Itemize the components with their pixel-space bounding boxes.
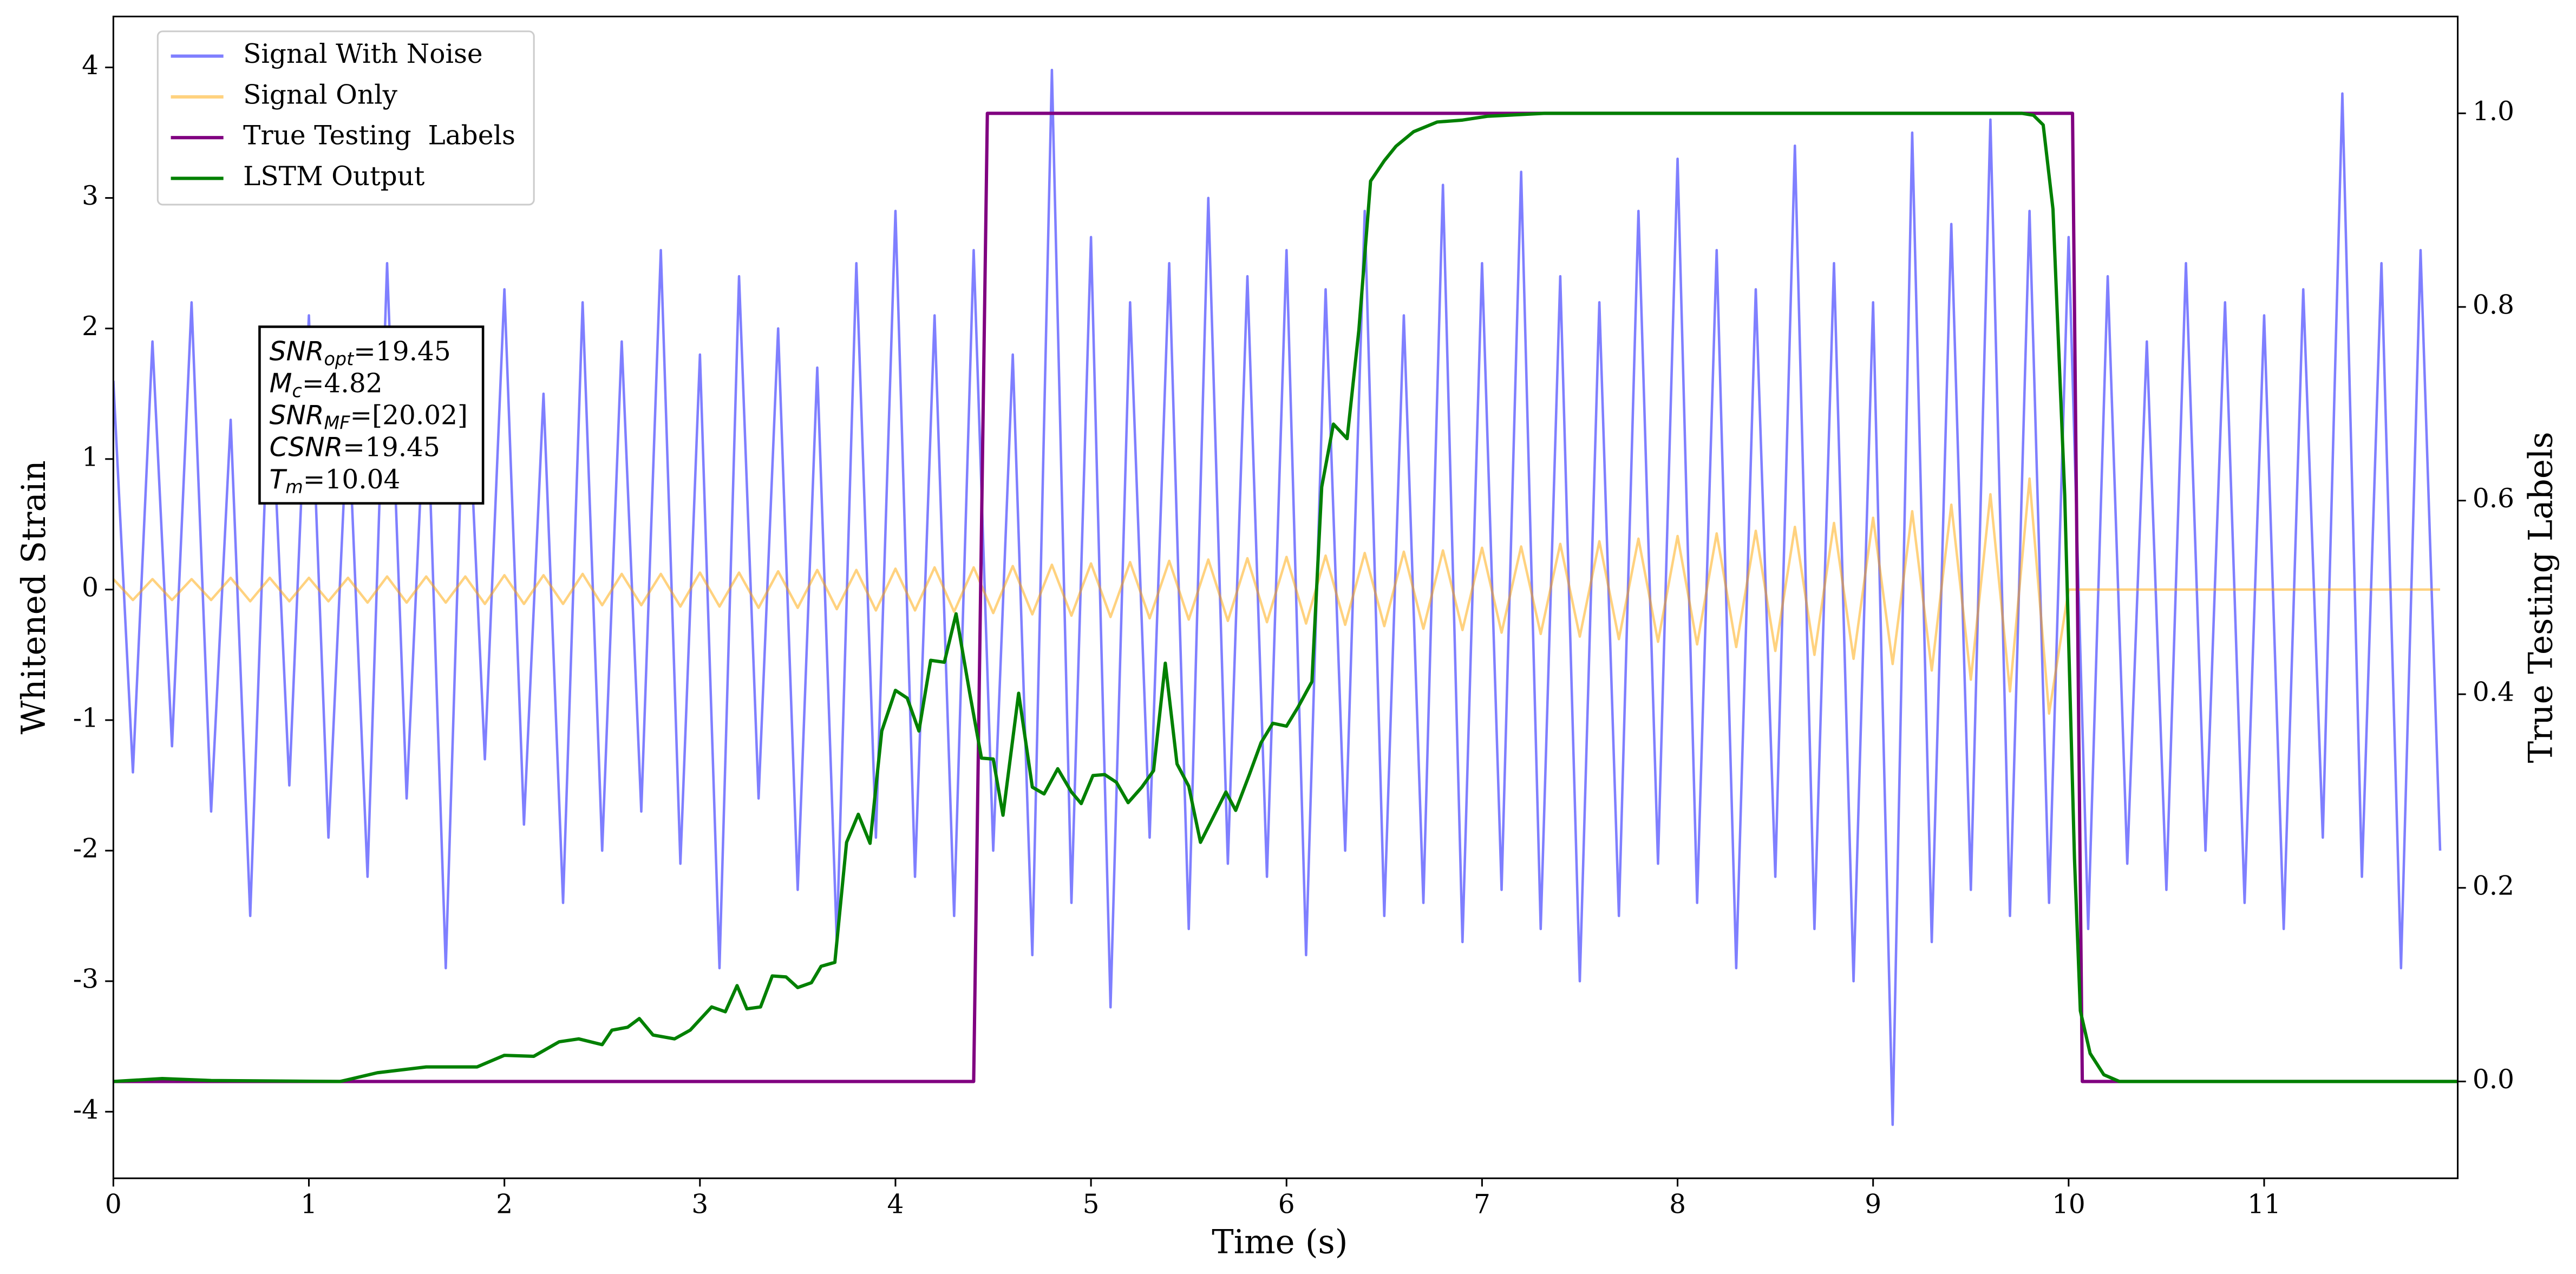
annotation-rest: =[20.02] <box>350 400 467 430</box>
annotation-line: SNRopt=19.45 <box>270 336 451 369</box>
y-tick-label: 1 <box>82 442 99 472</box>
plot-frame <box>112 15 2459 1179</box>
legend-label: Signal Only <box>243 80 397 110</box>
annotation-sub: opt <box>324 348 355 369</box>
y-tick-label: -2 <box>73 834 99 864</box>
annotation-main: M <box>270 368 292 398</box>
annotation-sub: MF <box>324 412 350 433</box>
y2-axis-label: True Testing Labels <box>2522 432 2560 763</box>
annotation-line: SNRMF=[20.02] <box>270 400 468 433</box>
x-tick-label: 11 <box>2247 1189 2281 1219</box>
x-axis-label: Time (s) <box>1212 1223 1348 1261</box>
y2-tick-label: 0.0 <box>2473 1064 2514 1095</box>
y-tick-label: 0 <box>82 572 99 603</box>
y-tick-label: -4 <box>73 1095 99 1125</box>
annotation-line: Mc=4.82 <box>270 368 383 401</box>
y2-tick-label: 0.4 <box>2473 677 2514 708</box>
annotation-rest: =19.45 <box>343 432 440 462</box>
series-line <box>113 112 2458 1083</box>
annotation-main: CSNR <box>270 433 343 463</box>
annotation-line: CSNR=19.45 <box>270 432 440 463</box>
legend-label: LSTM Output <box>243 161 425 192</box>
y2-tick-label: 0.6 <box>2473 484 2514 514</box>
x-tick-label: 3 <box>691 1189 708 1219</box>
series-line <box>113 69 2442 1126</box>
annotation-main: SNR <box>270 400 324 430</box>
annotation-sub: c <box>292 380 302 401</box>
annotation-rest: =10.04 <box>303 464 401 494</box>
y-axis-label: Whitened Strain <box>15 460 53 734</box>
y2-tick-label: 1.0 <box>2473 96 2514 127</box>
x-tick-label: 0 <box>105 1189 122 1219</box>
annotation-line: Tm=10.04 <box>270 464 401 497</box>
y2-tick-label: 0.2 <box>2473 871 2514 901</box>
x-tick-label: 9 <box>1865 1189 1881 1219</box>
x-tick-label: 2 <box>496 1189 513 1219</box>
legend-label: True Testing Labels <box>243 121 515 151</box>
annotation-rest: =4.82 <box>302 368 383 398</box>
x-tick-label: 4 <box>887 1189 904 1219</box>
y-tick-label: 3 <box>82 181 99 211</box>
y-tick-label: -3 <box>73 964 99 995</box>
annotation-sub: m <box>285 476 303 497</box>
series-line <box>113 477 2441 715</box>
y-tick-label: 4 <box>82 50 99 81</box>
annotation-main: SNR <box>270 336 324 367</box>
x-tick-label: 7 <box>1474 1189 1490 1219</box>
y2-tick-label: 0.8 <box>2473 290 2514 320</box>
annotation-main: T <box>270 465 287 495</box>
legend-label: Signal With Noise <box>243 39 483 69</box>
x-tick-label: 6 <box>1278 1189 1295 1219</box>
x-tick-label: 8 <box>1669 1189 1686 1219</box>
x-tick-label: 5 <box>1083 1189 1100 1219</box>
x-tick-label: 1 <box>300 1189 317 1219</box>
y-tick-label: 2 <box>82 311 99 342</box>
annotation-box <box>258 325 485 505</box>
legend-box <box>156 30 535 206</box>
x-tick-label: 10 <box>2052 1189 2085 1219</box>
annotation-rest: =19.45 <box>354 336 451 367</box>
plot-area <box>113 69 2458 1126</box>
y-tick-label: -1 <box>73 703 99 733</box>
